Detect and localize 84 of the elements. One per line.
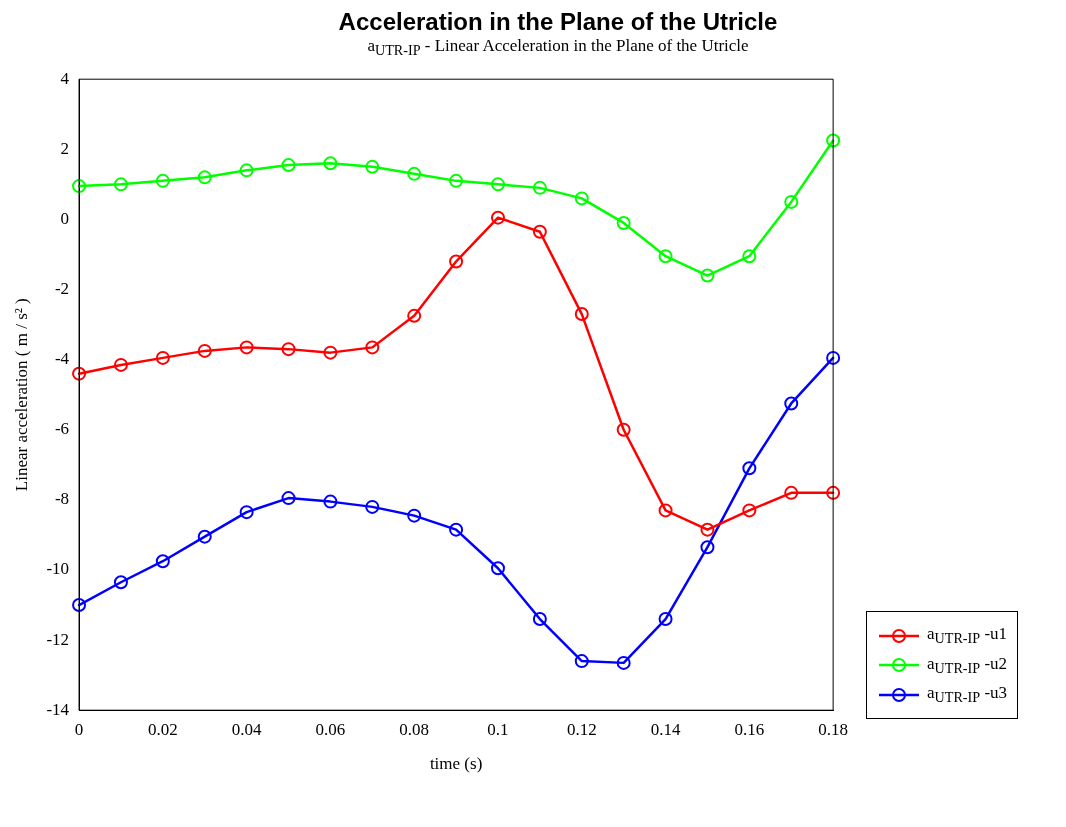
point	[490, 211, 505, 226]
point	[700, 523, 715, 538]
y-tick-label: -4	[54, 349, 70, 369]
point	[742, 461, 757, 476]
point	[532, 225, 547, 240]
point	[323, 346, 338, 361]
point	[658, 249, 673, 264]
point	[574, 654, 589, 669]
point	[72, 367, 87, 382]
legend-label: a$_{UTR-IP}$ -u2	[927, 653, 1008, 677]
point	[784, 396, 799, 411]
x-tick-label: 0.04	[231, 720, 263, 740]
point	[742, 249, 757, 264]
point	[826, 486, 841, 501]
point	[197, 530, 212, 545]
point	[574, 191, 589, 206]
point	[113, 177, 128, 192]
point	[784, 195, 799, 210]
legend-label: a$_{UTR-IP}$ -u1	[927, 624, 1008, 648]
point	[365, 500, 380, 515]
x-tick-label: 0.08	[399, 720, 430, 740]
y-tick-label: -12	[46, 629, 70, 649]
chart-subtitle: a$_{UTR-IP}$ - Linear Acceleration in the Plane of the Utricle	[366, 36, 750, 60]
point	[155, 351, 170, 366]
point	[449, 174, 464, 189]
x-tick-label: 0.06	[315, 720, 346, 740]
point	[742, 503, 757, 518]
point	[490, 177, 505, 192]
x-tick-label: 0.12	[566, 720, 597, 740]
y-tick-label: -2	[54, 279, 70, 299]
point	[323, 495, 338, 510]
point	[490, 561, 505, 576]
point	[658, 503, 673, 518]
point	[407, 309, 422, 324]
y-tick-label: 0	[60, 209, 70, 229]
point	[365, 340, 380, 355]
point	[281, 342, 296, 357]
point	[155, 554, 170, 569]
chart-title: Acceleration in the Plane of the Utricle	[337, 8, 779, 36]
y-tick-label: -6	[54, 419, 70, 439]
point	[155, 174, 170, 189]
point	[239, 505, 254, 520]
point	[532, 612, 547, 627]
point	[449, 523, 464, 538]
point	[449, 254, 464, 269]
y-tick-label: -14	[46, 700, 70, 720]
point	[826, 133, 841, 148]
legend-label: a$_{UTR-IP}$ -u3	[927, 683, 1008, 707]
point	[784, 486, 799, 501]
point	[826, 351, 841, 366]
point	[323, 156, 338, 171]
point	[616, 656, 631, 671]
x-tick-label: 0.14	[650, 720, 681, 740]
point	[407, 509, 422, 524]
point	[658, 612, 673, 627]
point	[574, 307, 589, 322]
point	[616, 423, 631, 438]
point	[113, 358, 128, 373]
point	[72, 598, 87, 613]
x-tick-label: 0.02	[147, 720, 178, 740]
point	[700, 540, 715, 555]
x-tick-label: 0.18	[818, 720, 848, 740]
point	[532, 181, 547, 196]
x-tick-label: 0.16	[734, 720, 765, 740]
x-tick-label: 0	[74, 720, 84, 740]
x-axis-title: time (s)	[429, 754, 483, 774]
x-tick-label: 0.1	[487, 720, 509, 740]
point	[365, 160, 380, 175]
point	[281, 158, 296, 173]
y-axis-title: Linear acceleration ( m / s² )	[11, 298, 31, 492]
y-tick-label: 4	[60, 69, 70, 89]
point	[72, 179, 87, 194]
y-tick-label: -8	[54, 489, 70, 509]
point	[197, 344, 212, 359]
point	[239, 340, 254, 355]
point	[407, 167, 422, 182]
point	[616, 216, 631, 231]
y-tick-label: 2	[60, 139, 70, 159]
point	[113, 575, 128, 590]
point	[281, 491, 296, 506]
point	[700, 268, 715, 283]
y-tick-label: -10	[46, 559, 70, 579]
point	[197, 170, 212, 185]
point	[239, 163, 254, 178]
